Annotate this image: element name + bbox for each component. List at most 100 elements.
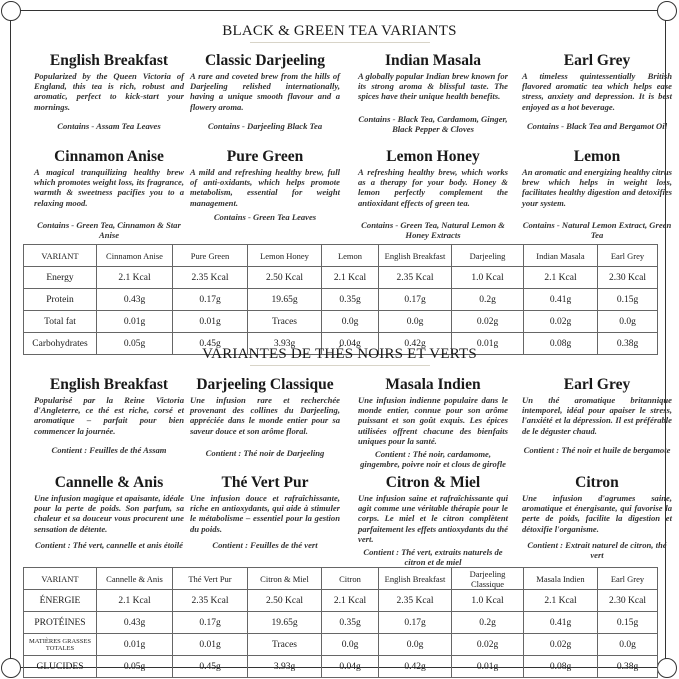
table-cell: 2.1 Kcal bbox=[523, 266, 598, 289]
tea-description: Popularisé par la Reine Victoria d'Angle… bbox=[34, 395, 184, 436]
table-row: ÉNERGIE 2.1 Kcal 2.35 Kcal 2.50 Kcal 2.1 Kca… bbox=[23, 589, 658, 612]
tea-card: Citron Une infusion d'agrumes saine, aro… bbox=[522, 474, 672, 560]
tea-description: Une infusion d'agrumes saine, aromatique… bbox=[522, 493, 672, 534]
column-header: Pure Green bbox=[172, 244, 248, 267]
table-cell: 0.02g bbox=[451, 310, 524, 333]
column-header: Earl Grey bbox=[597, 244, 658, 267]
table-cell: 0.41g bbox=[523, 611, 598, 634]
frame-corner bbox=[1, 658, 21, 678]
table-cell: 0.0g bbox=[378, 310, 452, 333]
tea-description: An aromatic and energizing healthy citru… bbox=[522, 167, 672, 208]
tea-contains: Contains - Natural Lemon Extract, Green … bbox=[522, 220, 672, 241]
tea-contains: Contient : Thé vert, cannelle et anis ét… bbox=[35, 540, 183, 550]
tea-card: Cinnamon Anise A magical tranquilizing h… bbox=[34, 148, 184, 240]
table-cell: 0.01g bbox=[96, 633, 173, 656]
tea-contains: Contient : Thé noir et huile de bergamot… bbox=[523, 445, 671, 455]
table-row: Carbohydrates 0.05g 0.45g 3.93g 0.04g 0.42g 0.… bbox=[23, 332, 658, 355]
row-label: MATIÈRES GRASSES TOTALES bbox=[23, 633, 97, 656]
column-header: VARIANT bbox=[23, 244, 97, 267]
tea-description: A mild and refreshing healthy brew, full… bbox=[190, 167, 340, 208]
table-cell: 2.1 Kcal bbox=[96, 589, 173, 612]
tea-contains: Contient : Thé noir, cardamome, gingembr… bbox=[360, 449, 506, 470]
column-header: Darjeeling bbox=[451, 244, 524, 267]
title-divider bbox=[250, 42, 430, 43]
column-header: Darjeeling Classique bbox=[451, 567, 524, 590]
table-cell: 0.17g bbox=[172, 288, 248, 311]
row-label: PROTÉINES bbox=[23, 611, 97, 634]
tea-card: Lemon Honey A refreshing healthy brew, w… bbox=[358, 148, 508, 240]
section-title-french: VARIANTES DE THÉS NOIRS ET VERTS bbox=[202, 346, 477, 362]
table-header-row: VARIANT Cannelle & Anis Thé Vert Pur Citron… bbox=[23, 567, 658, 590]
table-cell: 19.65g bbox=[247, 288, 322, 311]
tea-name: Classic Darjeeling bbox=[204, 52, 326, 69]
row-label: Carbohydrates bbox=[23, 332, 97, 355]
tea-contains: Contains - Black Tea, Cardamom, Ginger, … bbox=[358, 114, 508, 135]
column-header: English Breakfast bbox=[378, 567, 452, 590]
table-cell: 0.45g bbox=[172, 655, 248, 678]
tea-description: Un thé aromatique britannique intemporel… bbox=[522, 395, 672, 436]
row-label: ÉNERGIE bbox=[23, 589, 97, 612]
section-title-english: BLACK & GREEN TEA VARIANTS bbox=[222, 23, 457, 39]
tea-name: Lemon Honey bbox=[386, 148, 480, 165]
table-cell: 0.42g bbox=[378, 655, 452, 678]
column-header: Thé Vert Pur bbox=[172, 567, 248, 590]
title-divider bbox=[250, 365, 430, 366]
table-cell: 0.01g bbox=[172, 633, 248, 656]
table-cell: 0.38g bbox=[597, 655, 658, 678]
column-header: Indian Masala bbox=[523, 244, 598, 267]
table-cell: 0.0g bbox=[321, 633, 379, 656]
table-cell: Traces bbox=[247, 310, 322, 333]
tea-description: Une infusion saine et rafraîchissante qu… bbox=[358, 493, 508, 544]
table-cell: 2.50 Kcal bbox=[247, 589, 322, 612]
table-cell: 0.35g bbox=[321, 288, 379, 311]
table-cell: 0.42g bbox=[378, 332, 452, 355]
tea-name: Thé Vert Pur bbox=[221, 474, 309, 491]
tea-contains: Contains - Green Tea, Cinnamon & Star An… bbox=[37, 220, 181, 241]
table-cell: 2.35 Kcal bbox=[172, 589, 248, 612]
tea-description: A timeless quintessentially British flav… bbox=[522, 71, 672, 112]
table-cell: 2.1 Kcal bbox=[321, 589, 379, 612]
table-cell: 0.15g bbox=[597, 611, 658, 634]
table-row: PROTÉINES 0.43g 0.17g 19.65g 0.35g 0.17g 0.2g 0… bbox=[23, 611, 658, 634]
column-header: Citron & Miel bbox=[247, 567, 322, 590]
table-header-row: VARIANT Cinnamon Anise Pure Green Lemon Hon… bbox=[23, 244, 658, 267]
table-cell: 0.17g bbox=[172, 611, 248, 634]
tea-contains: Contains - Black Tea and Bergamot Oil bbox=[526, 121, 668, 131]
table-cell: 3.93g bbox=[247, 655, 322, 678]
table-cell: 0.01g bbox=[172, 310, 248, 333]
table-cell: 0.02g bbox=[523, 633, 598, 656]
table-cell: 0.2g bbox=[451, 611, 524, 634]
table-cell: 0.38g bbox=[597, 332, 658, 355]
tea-card: Pure Green A mild and refreshing healthy… bbox=[190, 148, 340, 222]
tea-description: A rare and coveted brew from the hills o… bbox=[190, 71, 340, 112]
table-cell: 2.1 Kcal bbox=[321, 266, 379, 289]
table-cell: 2.35 Kcal bbox=[172, 266, 248, 289]
table-cell: 2.30 Kcal bbox=[597, 266, 658, 289]
tea-description: Une infusion douce et rafraîchissante, r… bbox=[190, 493, 340, 534]
column-header: Citron bbox=[321, 567, 379, 590]
table-cell: 2.50 Kcal bbox=[247, 266, 322, 289]
frame-corner bbox=[657, 658, 677, 678]
tea-card: Lemon An aromatic and energizing healthy… bbox=[522, 148, 672, 240]
nutrition-table: VARIANT Cannelle & Anis Thé Vert Pur Citron… bbox=[23, 567, 658, 678]
tea-description: A refreshing healthy brew, which works a… bbox=[358, 167, 508, 208]
table-cell: Traces bbox=[247, 633, 322, 656]
table-cell: 2.35 Kcal bbox=[378, 589, 452, 612]
table-cell: 0.41g bbox=[523, 288, 598, 311]
table-row: GLUCIDES 0.05g 0.45g 3.93g 0.04g 0.42g 0.01g 0.… bbox=[23, 655, 658, 678]
table-cell: 0.08g bbox=[523, 655, 598, 678]
column-header: VARIANT bbox=[23, 567, 97, 590]
row-label: Energy bbox=[23, 266, 97, 289]
tea-card: Darjeeling Classique Une infusion rare e… bbox=[190, 376, 340, 458]
tea-description: Une infusion magique et apaisante, idéal… bbox=[34, 493, 184, 534]
tea-name: English Breakfast bbox=[49, 52, 169, 69]
table-cell: 19.65g bbox=[247, 611, 322, 634]
tea-name: Darjeeling Classique bbox=[196, 376, 334, 393]
table-cell: 2.35 Kcal bbox=[378, 266, 452, 289]
tea-card: Classic Darjeeling A rare and coveted br… bbox=[190, 52, 340, 131]
table-cell: 0.0g bbox=[597, 633, 658, 656]
tea-name: Indian Masala bbox=[384, 52, 482, 69]
tea-name: Citron bbox=[575, 474, 619, 491]
tea-name: Earl Grey bbox=[563, 376, 631, 393]
table-cell: 0.2g bbox=[451, 288, 524, 311]
